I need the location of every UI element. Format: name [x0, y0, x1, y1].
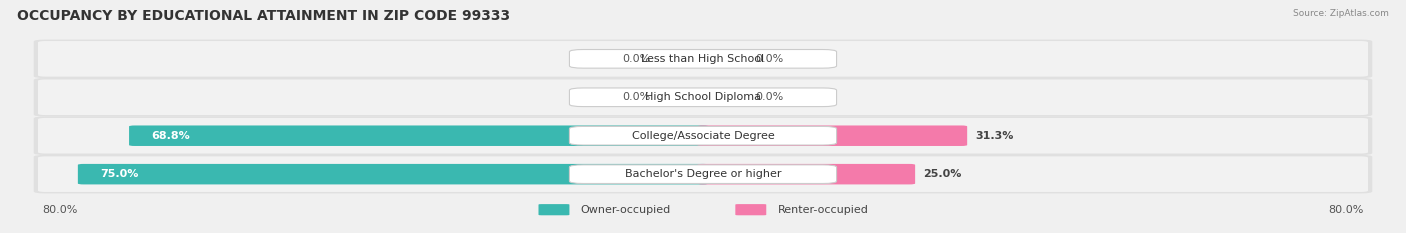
- FancyBboxPatch shape: [538, 204, 569, 215]
- FancyBboxPatch shape: [34, 78, 1372, 116]
- FancyBboxPatch shape: [735, 204, 766, 215]
- FancyBboxPatch shape: [34, 116, 1372, 155]
- Text: OCCUPANCY BY EDUCATIONAL ATTAINMENT IN ZIP CODE 99333: OCCUPANCY BY EDUCATIONAL ATTAINMENT IN Z…: [17, 9, 510, 23]
- FancyBboxPatch shape: [697, 125, 967, 146]
- Text: Less than High School: Less than High School: [641, 54, 765, 64]
- FancyBboxPatch shape: [77, 164, 709, 185]
- FancyBboxPatch shape: [38, 41, 1368, 77]
- Text: 25.0%: 25.0%: [924, 169, 962, 179]
- FancyBboxPatch shape: [38, 118, 1368, 154]
- FancyBboxPatch shape: [569, 50, 837, 68]
- Text: 0.0%: 0.0%: [755, 92, 783, 102]
- Text: 68.8%: 68.8%: [152, 131, 190, 141]
- FancyBboxPatch shape: [569, 126, 837, 145]
- FancyBboxPatch shape: [697, 164, 915, 185]
- FancyBboxPatch shape: [129, 125, 709, 146]
- Text: Source: ZipAtlas.com: Source: ZipAtlas.com: [1294, 9, 1389, 18]
- FancyBboxPatch shape: [699, 90, 748, 105]
- Text: 0.0%: 0.0%: [755, 54, 783, 64]
- Text: Bachelor's Degree or higher: Bachelor's Degree or higher: [624, 169, 782, 179]
- Text: 31.3%: 31.3%: [976, 131, 1014, 141]
- FancyBboxPatch shape: [569, 165, 837, 184]
- FancyBboxPatch shape: [658, 90, 707, 105]
- FancyBboxPatch shape: [658, 51, 707, 67]
- Text: 75.0%: 75.0%: [100, 169, 139, 179]
- Text: Owner-occupied: Owner-occupied: [581, 205, 671, 215]
- FancyBboxPatch shape: [699, 51, 748, 67]
- Text: High School Diploma: High School Diploma: [645, 92, 761, 102]
- FancyBboxPatch shape: [38, 156, 1368, 192]
- Text: 80.0%: 80.0%: [42, 205, 77, 215]
- FancyBboxPatch shape: [34, 155, 1372, 193]
- Text: College/Associate Degree: College/Associate Degree: [631, 131, 775, 141]
- Text: 0.0%: 0.0%: [623, 92, 651, 102]
- FancyBboxPatch shape: [38, 79, 1368, 115]
- Text: 80.0%: 80.0%: [1329, 205, 1364, 215]
- Text: 0.0%: 0.0%: [623, 54, 651, 64]
- FancyBboxPatch shape: [569, 88, 837, 107]
- Text: Renter-occupied: Renter-occupied: [778, 205, 869, 215]
- FancyBboxPatch shape: [34, 40, 1372, 78]
